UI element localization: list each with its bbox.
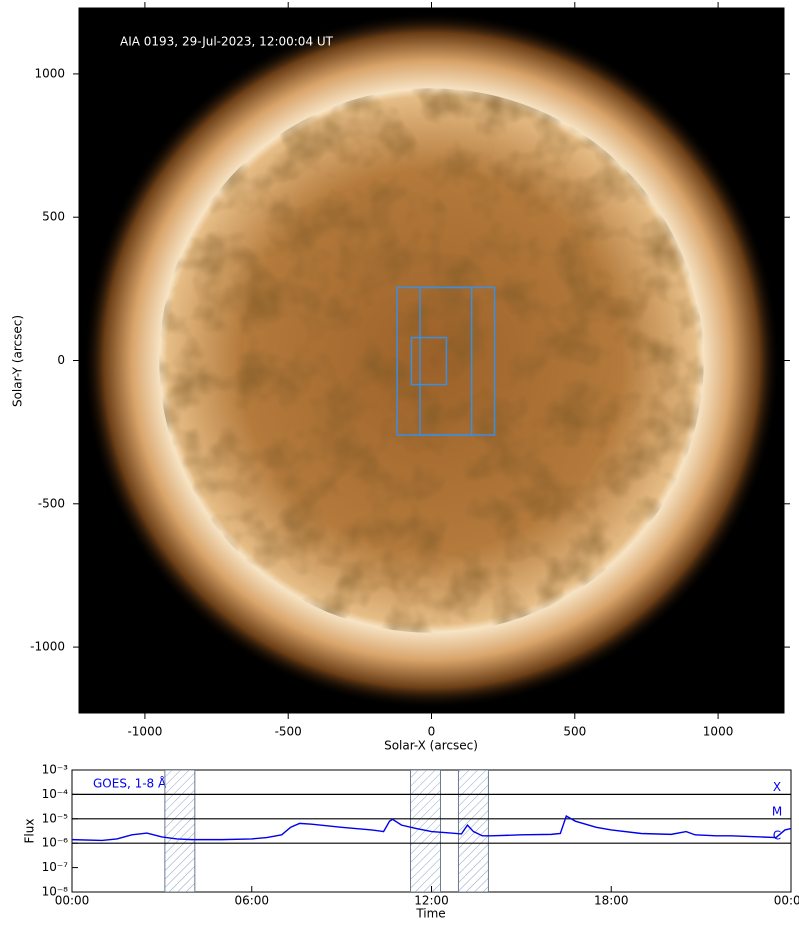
solar-panel: AIA 0193, 29-Jul-2023, 12:00:04 UT Solar… (11, 2, 790, 753)
x-tick-label: -500 (275, 725, 302, 739)
disk-texture (159, 88, 704, 633)
x-tick-label: 1000 (703, 725, 734, 739)
x-axis-label: Time (415, 907, 445, 921)
sun-image (83, 12, 780, 709)
x-tick-label: -1000 (127, 725, 162, 739)
image-title: AIA 0193, 29-Jul-2023, 12:00:04 UT (120, 35, 334, 49)
y-tick-label: 500 (42, 210, 65, 224)
flux-line (72, 814, 791, 842)
flare-level-label: M (772, 804, 782, 818)
y-tick-label: 10⁻⁸ (42, 885, 69, 899)
flare-level-label: C (773, 829, 781, 843)
x-tick-label: 18:00 (594, 894, 629, 908)
y-tick-label: -500 (38, 496, 65, 510)
y-tick-label: 10⁻⁷ (42, 860, 69, 874)
y-tick-label: 10⁻⁵ (42, 811, 69, 825)
y-axis-label: Flux (23, 819, 37, 844)
plot-area (72, 770, 791, 892)
x-tick-label: 00:00 (774, 894, 799, 908)
y-tick-label: 1000 (34, 66, 65, 80)
x-axis-label: Solar-X (arcsec) (384, 739, 478, 753)
x-tick-label: 0 (428, 725, 436, 739)
x-tick-label: 12:00 (414, 894, 449, 908)
y-tick-label: 10⁻⁶ (42, 836, 69, 850)
hatched-interval (164, 770, 196, 892)
y-tick-label: 0 (57, 353, 65, 367)
goes-panel: Time Flux GOES, 1-8 Å XMC 00:00 06:00 12:00… (23, 763, 799, 921)
y-axis-label: Solar-Y (arcsec) (11, 315, 25, 407)
y-tick-label: 10⁻³ (42, 763, 69, 777)
x-tick-label: 00:00 (55, 894, 90, 908)
flare-level-label: X (773, 780, 781, 794)
legend-label: GOES, 1-8 Å (93, 776, 167, 791)
y-tick-label: -1000 (30, 640, 65, 654)
region-box (419, 286, 496, 436)
x-tick-label: 06:00 (234, 894, 269, 908)
region-box (410, 336, 448, 386)
x-tick-label: 500 (563, 725, 586, 739)
y-tick-label: 10⁻⁴ (42, 787, 69, 801)
